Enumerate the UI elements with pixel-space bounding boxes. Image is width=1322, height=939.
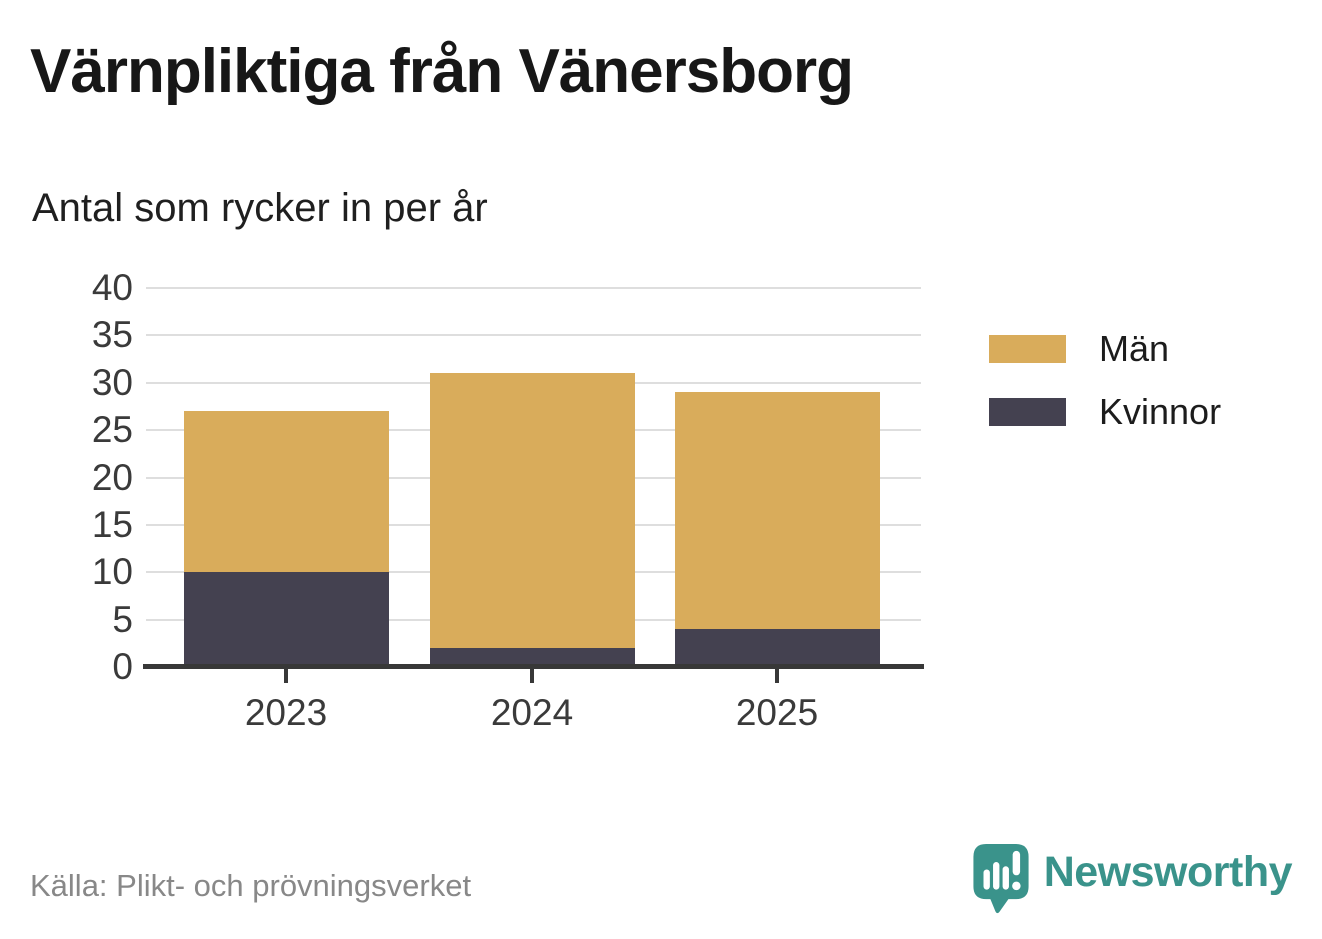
x-axis-tick-mark [775, 669, 779, 683]
bar-2024-man [429, 373, 635, 649]
bar-2024-kvinnor [429, 648, 635, 667]
x-axis-line [143, 664, 924, 669]
y-axis-tick-label: 35 [91, 314, 133, 356]
legend-label: Män [1099, 328, 1170, 369]
x-axis-label-2024: 2024 [490, 692, 574, 733]
y-axis-tick-label: 40 [91, 267, 133, 308]
x-axis-label-2025: 2025 [735, 692, 819, 733]
bar-2025-kvinnor [674, 629, 880, 667]
y-axis-tick-label: 0 [112, 646, 133, 687]
chart-subtitle: Antal som rycker in per år [32, 186, 488, 230]
legend-item-män: Män [989, 331, 1221, 367]
y-axis-tick-label: 25 [91, 409, 133, 451]
legend-swatch [989, 398, 1066, 426]
legend-swatch [989, 335, 1066, 363]
x-axis-tick-mark [284, 669, 288, 683]
bar-2025-man [674, 392, 880, 630]
y-axis-tick-label: 5 [112, 598, 133, 640]
y-axis-tick-label: 10 [91, 551, 133, 593]
legend-label: Kvinnor [1099, 391, 1222, 432]
source-note: Källa: Plikt- och prövningsverket [30, 868, 472, 903]
newsworthy-logo[interactable]: Newsworthy [973, 844, 1293, 914]
bar-2023-man [183, 411, 389, 573]
bar-2023-kvinnor [183, 572, 389, 667]
legend: Män Kvinnor [989, 331, 1221, 457]
gridline-y40 [146, 287, 921, 289]
legend-item-kvinnor: Kvinnor [989, 394, 1221, 430]
y-axis-tick-label: 15 [91, 503, 133, 545]
x-axis-tick-mark [530, 669, 534, 683]
newsworthy-bubble-chart-icon [973, 844, 1029, 914]
newsworthy-logo-text: Newsworthy [1043, 848, 1293, 896]
gridline-y35 [146, 334, 921, 337]
x-axis-label-2023: 2023 [244, 692, 328, 733]
y-axis-tick-label: 30 [91, 361, 133, 403]
chart-title: Värnpliktiga från Vänersborg [30, 37, 854, 106]
y-axis-tick-label: 20 [91, 456, 133, 498]
